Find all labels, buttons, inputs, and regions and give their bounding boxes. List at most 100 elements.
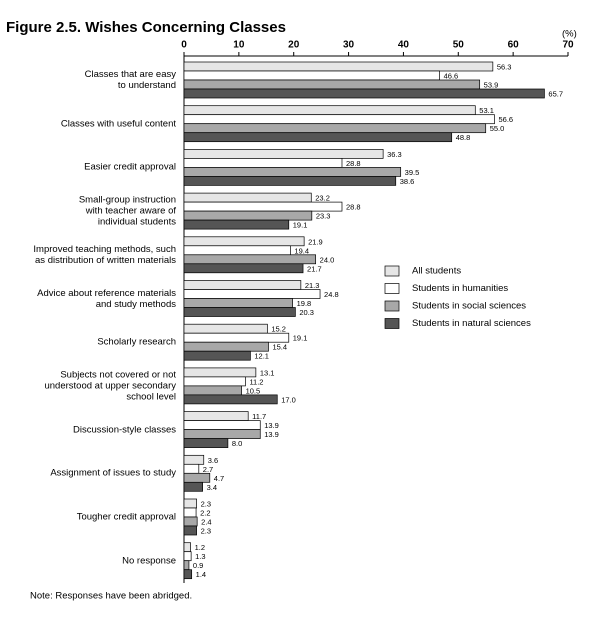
- value-label: 2.2: [200, 508, 210, 517]
- value-label: 8.0: [232, 439, 242, 448]
- value-label: 28.8: [346, 203, 361, 212]
- value-label: 2.4: [201, 517, 211, 526]
- x-tick-label: 70: [562, 40, 574, 51]
- value-label: 13.1: [260, 368, 275, 377]
- bar: [183, 542, 191, 553]
- legend-swatch: [384, 300, 400, 312]
- category-label: Small-group instruction with teacher awa…: [78, 194, 176, 228]
- category-label: No response: [122, 555, 176, 567]
- bar: [183, 201, 343, 212]
- bar: [183, 560, 190, 571]
- value-label: 21.9: [308, 237, 323, 246]
- x-tick-label: 30: [343, 40, 355, 51]
- bar: [183, 438, 229, 448]
- bar: [183, 149, 384, 159]
- legend-swatch: [384, 283, 400, 294]
- value-label: 39.5: [405, 168, 420, 177]
- bar: [183, 516, 198, 527]
- note: Note: Responses have been abridged.: [30, 591, 192, 602]
- value-label: 20.3: [299, 308, 314, 317]
- value-label: 3.4: [207, 483, 217, 492]
- bar: [183, 463, 200, 474]
- category-label: Scholarly research: [97, 336, 176, 348]
- legend-label: Students in humanities: [412, 283, 508, 294]
- value-label: 56.6: [498, 115, 513, 124]
- value-label: 24.0: [320, 255, 335, 264]
- legend-swatch: [384, 265, 400, 277]
- category-label: Discussion-style classes: [73, 424, 176, 436]
- bar: [183, 236, 305, 247]
- bar: [183, 307, 296, 317]
- bar: [183, 70, 440, 81]
- value-label: 53.1: [479, 106, 494, 115]
- value-label: 36.3: [387, 150, 402, 159]
- value-label: 2.3: [201, 499, 211, 508]
- value-label: 65.7: [548, 89, 563, 98]
- value-label: 13.9: [264, 421, 279, 430]
- value-label: 21.3: [305, 281, 320, 290]
- bar: [183, 367, 257, 378]
- bar: [183, 280, 302, 290]
- bar: [183, 332, 290, 343]
- bar: [183, 420, 261, 430]
- bar: [183, 429, 261, 439]
- legend-swatch: [384, 318, 400, 329]
- chart-title: Figure 2.5. Wishes Concerning Classes: [6, 19, 286, 36]
- value-label: 28.8: [346, 159, 361, 168]
- legend-label: Students in natural sciences: [412, 318, 531, 329]
- value-label: 53.9: [484, 80, 499, 89]
- category-label: Classes with useful content: [60, 118, 176, 130]
- bar: [183, 254, 317, 265]
- bar: [183, 481, 204, 492]
- value-label: 38.6: [400, 177, 415, 186]
- x-tick-label: 0: [181, 40, 187, 51]
- bar: [183, 350, 251, 361]
- bar: [183, 105, 476, 116]
- value-label: 19.4: [294, 246, 309, 255]
- bar: [183, 210, 313, 221]
- category-label: Subjects not covered or not understood a…: [44, 369, 176, 403]
- value-label: 3.6: [208, 456, 218, 465]
- bar: [183, 245, 291, 256]
- bar: [183, 88, 545, 99]
- value-label: 1.3: [195, 552, 205, 561]
- bar: [183, 114, 495, 125]
- bar: [183, 192, 312, 203]
- value-label: 19.1: [293, 334, 308, 343]
- value-label: 12.1: [254, 352, 269, 361]
- value-label: 1.4: [196, 570, 206, 579]
- value-label: 23.3: [316, 212, 331, 221]
- x-tick-label: 40: [398, 40, 410, 51]
- x-tick-label: 50: [453, 40, 465, 51]
- value-label: 11.2: [249, 377, 263, 386]
- bar: [183, 341, 269, 352]
- value-label: 24.8: [324, 290, 339, 299]
- unit-label: (%): [562, 29, 577, 40]
- bar: [183, 79, 481, 90]
- value-label: 11.7: [252, 412, 266, 421]
- value-label: 1.2: [195, 543, 205, 552]
- value-label: 55.0: [490, 124, 505, 133]
- category-label: Easier credit approval: [84, 161, 176, 173]
- bar: [183, 454, 205, 465]
- value-label: 17.0: [281, 395, 296, 404]
- value-label: 2.3: [201, 526, 211, 535]
- value-label: 2.7: [203, 465, 213, 474]
- bar: [183, 411, 249, 421]
- bar: [183, 472, 211, 483]
- bar: [183, 376, 246, 387]
- category-label: Classes that are easy to understand: [84, 69, 176, 91]
- value-label: 19.1: [293, 221, 308, 230]
- bar: [183, 525, 197, 536]
- bar: [183, 158, 343, 168]
- bar: [183, 507, 197, 518]
- bar: [183, 569, 193, 580]
- x-tick-label: 10: [233, 40, 245, 51]
- bar: [183, 123, 487, 134]
- value-label: 46.6: [444, 71, 459, 80]
- value-label: 56.3: [497, 62, 512, 71]
- bar: [183, 263, 304, 274]
- value-label: 19.8: [297, 299, 312, 308]
- bar: [183, 167, 402, 177]
